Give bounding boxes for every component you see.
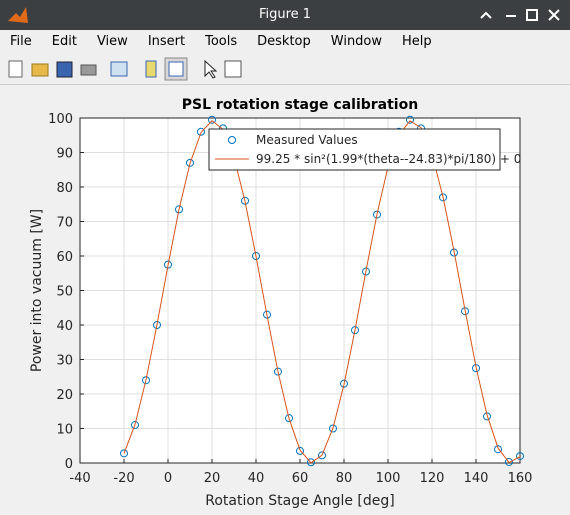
y-tick-label: 70 (56, 216, 73, 231)
data-point (208, 115, 216, 124)
title-bar: Figure 1 (0, 0, 570, 30)
window-controls[interactable] (476, 0, 566, 30)
window-title: Figure 1 (258, 7, 312, 22)
data-point (307, 458, 315, 467)
data-point (175, 205, 183, 214)
y-tick-label: 80 (56, 181, 73, 196)
data-point (340, 379, 348, 388)
data-point (120, 449, 128, 458)
y-tick-label: 20 (56, 388, 73, 403)
y-tick-label: 60 (56, 250, 73, 265)
y-axis-label: Power into vacuum [W] (29, 209, 45, 372)
legend-swatch (228, 136, 236, 144)
toolbar-icons[interactable] (0, 54, 250, 84)
menu-bar: File Edit View Insert Tools Desktop Window Help (0, 30, 570, 54)
data-point (362, 267, 370, 276)
x-tick-label: -20 (113, 471, 134, 486)
data-point (516, 452, 524, 461)
menu-item[interactable]: Tools (205, 34, 238, 49)
x-tick-label: 20 (204, 471, 221, 486)
x-tick-label: 120 (420, 471, 445, 486)
menu-item[interactable]: Desktop (257, 34, 311, 49)
data-point (494, 445, 502, 454)
y-tick-label: 50 (56, 285, 73, 300)
data-point (406, 115, 414, 124)
data-point (439, 193, 447, 202)
x-tick-label: 40 (248, 471, 265, 486)
legend: Measured Values 99.25 * sin²(1.99*(theta-… (208, 128, 521, 171)
data-point (252, 252, 260, 260)
x-tick-label: 0 (164, 471, 172, 486)
x-tick-label: 100 (376, 471, 401, 486)
y-tick-label: 10 (56, 423, 73, 438)
data-point (318, 451, 326, 460)
menu-item[interactable]: View (96, 34, 128, 49)
data-point (373, 210, 381, 219)
fit-line (123, 119, 521, 464)
data-point (274, 367, 282, 376)
data-point (329, 424, 337, 433)
chart: -40 -20 0 20 40 60 80 100 120 140 160 0 10 20 30 40 50 60… (29, 97, 533, 509)
y-tick-label: 0 (65, 457, 73, 472)
x-tick-label: 80 (336, 471, 353, 486)
x-tick-label: -40 (69, 471, 90, 486)
data-point (197, 127, 205, 136)
menu-item[interactable]: File (10, 34, 32, 49)
legend-box (208, 128, 501, 171)
data-point (153, 321, 161, 329)
data-point (351, 326, 359, 335)
x-tick-label: 160 (508, 471, 533, 486)
menu-item[interactable]: Window (330, 34, 383, 49)
data-point (186, 158, 194, 167)
menu-item[interactable]: Insert (147, 34, 186, 49)
data-point (241, 196, 249, 205)
y-tick-label: 90 (56, 147, 73, 162)
x-axis-label: Rotation Stage Angle [deg] (205, 493, 395, 509)
x-tick-label: 60 (292, 471, 309, 486)
data-point (296, 446, 304, 455)
data-point (131, 421, 139, 430)
data-point (142, 376, 150, 385)
toolbar (0, 54, 570, 85)
app-icon (8, 7, 28, 23)
x-tick-label: 140 (464, 471, 489, 486)
data-point (505, 457, 513, 466)
y-tick-label: 40 (56, 319, 73, 334)
menu-item[interactable]: Help (402, 34, 432, 49)
menu-item[interactable]: Edit (51, 34, 77, 49)
chart-title: PSL rotation stage calibration (182, 97, 418, 113)
axes-box (79, 117, 521, 464)
y-tick-label: 30 (56, 354, 73, 369)
data-point (263, 310, 271, 319)
data-point (285, 414, 293, 423)
legend-label: 99.25 * sin²(1.99*(theta--24.83)*pi/180)… (256, 152, 521, 166)
y-tick-label: 100 (48, 112, 73, 127)
legend-label: Measured Values (256, 133, 358, 147)
